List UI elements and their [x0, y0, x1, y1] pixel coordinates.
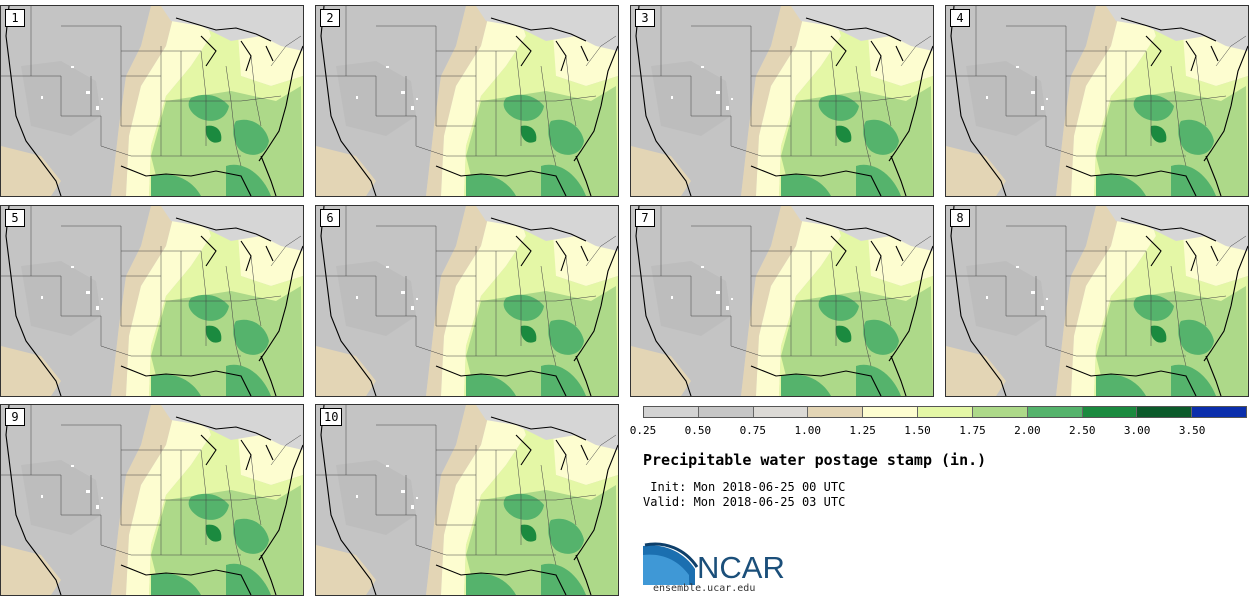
ensemble-member-map: 7 — [630, 205, 934, 397]
colorbar-tick-label: 0.75 — [739, 424, 767, 437]
precipitable-water-map — [946, 6, 1248, 196]
member-number: 4 — [950, 9, 970, 27]
colorbar-tick-label: 3.50 — [1178, 424, 1206, 437]
precipitable-water-map — [316, 206, 618, 396]
precipitable-water-map — [1, 6, 303, 196]
colorbar-segment — [1082, 407, 1138, 417]
precipitable-water-map — [631, 6, 933, 196]
member-number: 10 — [320, 408, 343, 426]
logo-url: ensemble.ucar.edu — [653, 583, 756, 594]
precipitable-water-map — [1, 405, 303, 595]
colorbar-tick-label: 0.25 — [629, 424, 657, 437]
init-time: Init: Mon 2018-06-25 00 UTC — [643, 480, 846, 494]
colorbar-tick-label: 1.50 — [904, 424, 931, 437]
precipitable-water-map — [631, 206, 933, 396]
chart-title: Precipitable water postage stamp (in.) — [643, 451, 987, 469]
colorbar-segment — [1137, 407, 1193, 417]
colorbar-segment — [1027, 407, 1083, 417]
colorbar-ticks: 0.25 0.50 0.75 1.00 1.25 1.50 1.75 2.00 2.50 3.00… — [630, 424, 1250, 438]
colorbar-tick-label: 1.75 — [959, 424, 986, 437]
ensemble-member-map: 1 — [0, 5, 304, 197]
member-number: 2 — [320, 9, 340, 27]
member-number: 6 — [320, 209, 340, 227]
ensemble-member-map: 5 — [0, 205, 304, 397]
colorbar-segment — [863, 407, 919, 417]
precipitable-water-map — [316, 405, 618, 595]
member-number: 9 — [5, 408, 25, 426]
ensemble-member-map: 9 — [0, 404, 304, 596]
member-number: 1 — [5, 9, 25, 27]
colorbar-tick-label: 3.00 — [1123, 424, 1151, 437]
colorbar-segment — [808, 407, 864, 417]
ensemble-member-map: 3 — [630, 5, 934, 197]
colorbar-tick-label: 1.00 — [794, 424, 821, 437]
colorbar-tick-label: 2.50 — [1069, 424, 1096, 437]
colorbar-segment — [972, 407, 1028, 417]
ncar-logo-icon — [643, 542, 699, 585]
colorbar-segment — [698, 407, 754, 417]
ensemble-member-map: 10 — [315, 404, 619, 596]
colorbar-segment — [753, 407, 809, 417]
member-number: 7 — [635, 209, 655, 227]
colorbar — [643, 406, 1247, 418]
precipitable-water-map — [1, 206, 303, 396]
ensemble-member-map: 2 — [315, 5, 619, 197]
colorbar-tick-label: 1.25 — [849, 424, 876, 437]
ensemble-member-map: 4 — [945, 5, 1249, 197]
member-number: 5 — [5, 209, 25, 227]
colorbar-tick-label: 0.50 — [684, 424, 712, 437]
precipitable-water-map — [946, 206, 1248, 396]
member-number: 8 — [950, 209, 970, 227]
precipitable-water-map — [316, 6, 618, 196]
colorbar-segment — [918, 407, 973, 417]
colorbar-tick-label: 2.00 — [1014, 424, 1041, 437]
member-number: 3 — [635, 9, 655, 27]
colorbar-segment — [644, 407, 699, 417]
logo-wordmark: NCAR — [697, 550, 785, 585]
colorbar-segment — [1192, 407, 1246, 417]
valid-time: Valid: Mon 2018-06-25 03 UTC — [643, 495, 846, 509]
ensemble-member-map: 6 — [315, 205, 619, 397]
ensemble-member-map: 8 — [945, 205, 1249, 397]
